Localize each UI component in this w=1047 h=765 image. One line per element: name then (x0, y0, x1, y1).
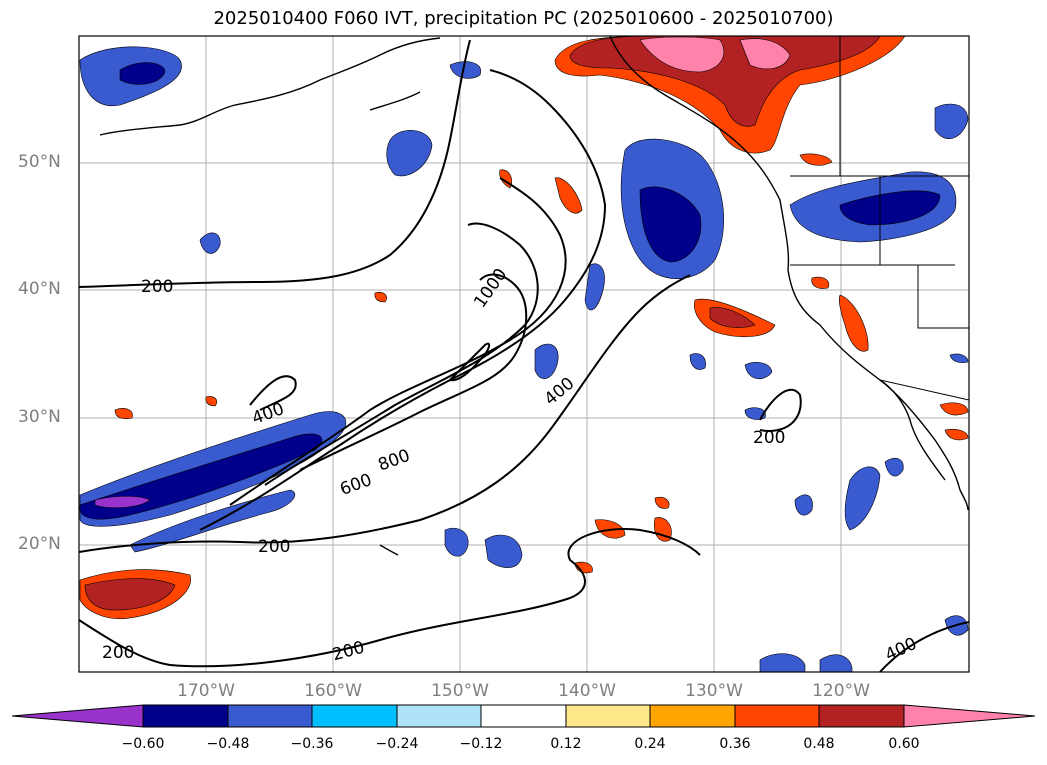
coastlines (99, 36, 969, 556)
contour-label: 200 (753, 428, 785, 448)
lat-tick-label: 50°N (18, 152, 61, 172)
contour-label: 200 (258, 537, 290, 557)
contour-label: 200 (141, 277, 173, 297)
lon-tick-label: 130°W (685, 681, 743, 701)
borders (790, 36, 969, 401)
contour-label: 800 (375, 446, 412, 476)
contour-label: 1000 (470, 265, 511, 312)
contour-label: 600 (337, 470, 374, 500)
lon-tick-label: 170°W (177, 681, 235, 701)
colorbar-label: −0.24 (375, 736, 419, 752)
contour-label: 400 (541, 374, 579, 410)
ivt-contours (79, 39, 969, 672)
lon-tick-label: 140°W (558, 681, 616, 701)
lon-tick-label: 150°W (431, 681, 489, 701)
colorbar-label: 0.12 (550, 736, 582, 752)
colorbar-label: 0.36 (719, 736, 751, 752)
map-title: 2025010400 F060 IVT, precipitation PC (2… (213, 8, 834, 29)
colorbar-label: 0.48 (803, 736, 835, 752)
contour-label: 200 (330, 638, 367, 666)
colorbar-label: −0.36 (290, 736, 334, 752)
map-frame (78, 35, 970, 673)
lon-tick-label: 120°W (812, 681, 870, 701)
gridlines (79, 36, 969, 672)
colorbar-label: 0.24 (634, 736, 666, 752)
contour-label: 200 (102, 643, 134, 663)
lat-tick-label: 20°N (18, 534, 61, 554)
precip-negative-patches (79, 46, 969, 672)
colorbar-label: −0.60 (121, 736, 165, 752)
lat-tick-label: 30°N (18, 407, 61, 427)
contour-label: 400 (882, 634, 920, 666)
colorbar-label: −0.48 (206, 736, 250, 752)
precip-positive-patches (79, 36, 969, 620)
colorbar (11, 704, 1036, 728)
lat-tick-label: 40°N (18, 279, 61, 299)
colorbar-label: −0.12 (459, 736, 503, 752)
colorbar-label: 0.60 (888, 736, 920, 752)
lon-tick-label: 160°W (304, 681, 362, 701)
